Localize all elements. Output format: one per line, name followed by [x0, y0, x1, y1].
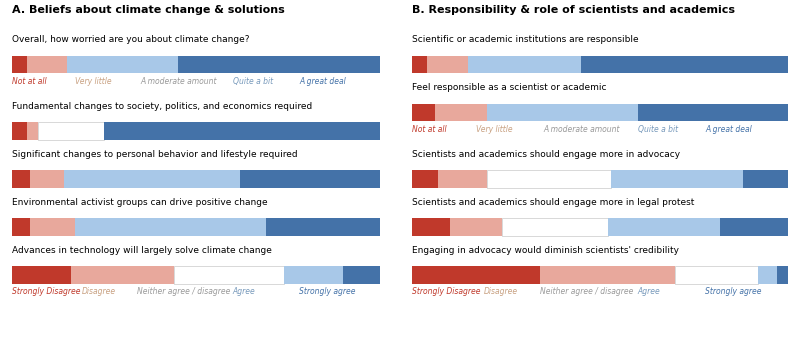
Text: A. Beliefs about climate change & solutions: A. Beliefs about climate change & soluti…: [12, 5, 285, 15]
Bar: [63, 170, 240, 188]
Bar: [611, 170, 743, 188]
Bar: [607, 218, 720, 236]
Text: Agree: Agree: [233, 287, 255, 296]
Text: Strongly agree: Strongly agree: [299, 287, 355, 296]
Bar: [487, 104, 638, 121]
Text: Very little: Very little: [74, 77, 111, 86]
Bar: [174, 266, 284, 284]
Text: Advances in technology will largely solve climate change: Advances in technology will largely solv…: [12, 246, 272, 255]
Bar: [777, 266, 788, 284]
Bar: [450, 218, 502, 236]
Bar: [743, 170, 788, 188]
Text: Strongly agree: Strongly agree: [706, 287, 762, 296]
Bar: [675, 266, 758, 284]
Bar: [30, 170, 63, 188]
Bar: [266, 218, 380, 236]
Bar: [12, 56, 26, 73]
Bar: [343, 266, 380, 284]
Bar: [104, 122, 380, 140]
Bar: [12, 170, 30, 188]
Text: Quite a bit: Quite a bit: [233, 77, 273, 86]
Bar: [487, 170, 611, 188]
Bar: [412, 104, 434, 121]
Bar: [74, 218, 266, 236]
Bar: [412, 218, 450, 236]
Text: Very little: Very little: [476, 125, 513, 134]
Bar: [12, 266, 71, 284]
Text: Scientific or academic institutions are responsible: Scientific or academic institutions are …: [412, 35, 638, 45]
Bar: [12, 218, 30, 236]
Bar: [720, 218, 788, 236]
Bar: [438, 170, 487, 188]
Bar: [412, 266, 540, 284]
Bar: [581, 56, 788, 73]
Text: Overall, how worried are you about climate change?: Overall, how worried are you about clima…: [12, 35, 250, 45]
Text: Agree: Agree: [638, 287, 660, 296]
Bar: [240, 170, 380, 188]
Text: Strongly Disagree: Strongly Disagree: [12, 287, 81, 296]
Bar: [71, 266, 174, 284]
Text: A moderate amount: A moderate amount: [141, 77, 218, 86]
Bar: [26, 56, 67, 73]
Bar: [30, 218, 74, 236]
Bar: [38, 122, 104, 140]
Text: Disagree: Disagree: [82, 287, 116, 296]
Bar: [638, 104, 788, 121]
Text: A great deal: A great deal: [706, 125, 752, 134]
Text: Engaging in advocacy would diminish scientists' credibility: Engaging in advocacy would diminish scie…: [412, 246, 679, 255]
Bar: [12, 122, 26, 140]
Text: B. Responsibility & role of scientists and academics: B. Responsibility & role of scientists a…: [412, 5, 735, 15]
Bar: [284, 266, 343, 284]
Text: Neither agree / disagree: Neither agree / disagree: [540, 287, 634, 296]
Bar: [540, 266, 675, 284]
Text: A great deal: A great deal: [299, 77, 346, 86]
Bar: [758, 266, 777, 284]
Text: Strongly Disagree: Strongly Disagree: [412, 287, 481, 296]
Bar: [412, 56, 427, 73]
Bar: [412, 170, 438, 188]
Text: Not at all: Not at all: [12, 77, 46, 86]
Bar: [434, 104, 487, 121]
Text: Environmental activist groups can drive positive change: Environmental activist groups can drive …: [12, 198, 268, 207]
Text: Neither agree / disagree: Neither agree / disagree: [137, 287, 230, 296]
Text: Not at all: Not at all: [412, 125, 446, 134]
Bar: [502, 218, 607, 236]
Text: A moderate amount: A moderate amount: [544, 125, 620, 134]
Text: Fundamental changes to society, politics, and economics required: Fundamental changes to society, politics…: [12, 102, 312, 111]
Text: Quite a bit: Quite a bit: [638, 125, 678, 134]
Bar: [67, 56, 178, 73]
Text: Scientists and academics should engage more in advocacy: Scientists and academics should engage m…: [412, 150, 680, 159]
Bar: [178, 56, 380, 73]
Text: Significant changes to personal behavior and lifestyle required: Significant changes to personal behavior…: [12, 150, 298, 159]
Bar: [26, 122, 38, 140]
Text: Disagree: Disagree: [483, 287, 518, 296]
Bar: [427, 56, 469, 73]
Text: Feel responsible as a scientist or academic: Feel responsible as a scientist or acade…: [412, 83, 606, 93]
Text: Scientists and academics should engage more in legal protest: Scientists and academics should engage m…: [412, 198, 694, 207]
Bar: [469, 56, 581, 73]
